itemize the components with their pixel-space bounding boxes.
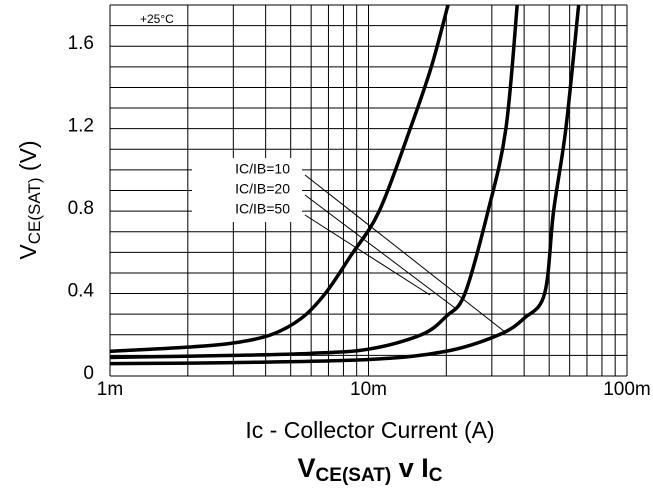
y-tick-label: 1.2 — [68, 116, 94, 137]
x-axis-label: Ic - Collector Current (A) — [245, 417, 494, 443]
x-tick-label: 100m — [603, 379, 651, 400]
legend-label: IC/IB=50 — [235, 201, 290, 217]
x-tick-label: 1m — [97, 379, 123, 400]
chart-title: VCE(SAT) v IC — [298, 453, 443, 486]
y-axis-label: VCE(SAT) (V) — [15, 140, 44, 259]
leader-line — [304, 194, 456, 309]
x-tick-label: 10m — [350, 379, 387, 400]
leader-line — [304, 214, 431, 296]
leader-line — [304, 174, 506, 333]
line-series — [109, 4, 519, 360]
y-tick-label: 0 — [83, 363, 94, 384]
legend-label: IC/IB=20 — [235, 181, 290, 197]
legend-label: IC/IB=10 — [235, 161, 290, 177]
y-tick-label: 0.8 — [68, 198, 94, 219]
line-series — [109, 4, 450, 354]
line-series — [109, 4, 581, 366]
annotation: +25°C — [140, 12, 174, 26]
legend-box — [192, 158, 302, 222]
y-tick-label: 1.6 — [68, 33, 94, 54]
y-tick-label: 0.4 — [68, 281, 95, 302]
